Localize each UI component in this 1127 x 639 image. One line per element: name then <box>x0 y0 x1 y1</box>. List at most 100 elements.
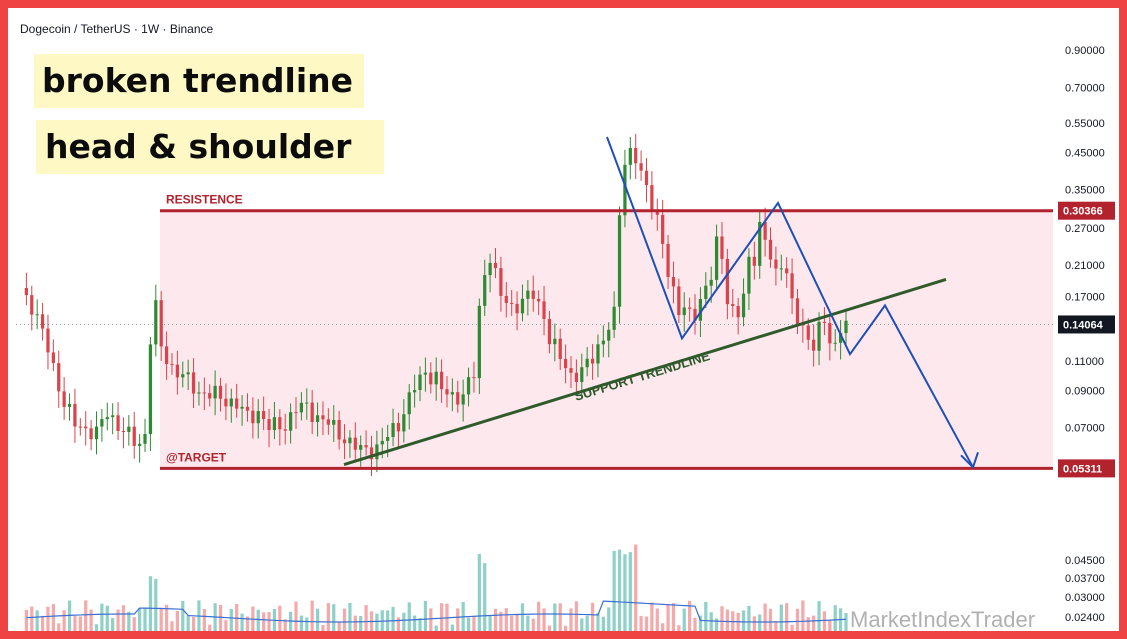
candle-body <box>693 308 697 321</box>
candle-body <box>84 426 88 429</box>
candle <box>364 430 368 456</box>
candle-body <box>758 221 762 266</box>
candle <box>704 272 708 309</box>
volume-bar <box>542 608 546 631</box>
candle <box>828 311 832 361</box>
candle <box>563 344 568 384</box>
volume-bar <box>779 604 783 631</box>
volume-bar <box>202 609 206 631</box>
candle <box>240 395 244 426</box>
candle <box>569 356 573 388</box>
volume-bar <box>526 615 530 631</box>
candle <box>682 292 686 332</box>
candle-body <box>283 429 287 431</box>
candle <box>288 403 293 444</box>
candle-body <box>812 339 816 351</box>
candle <box>164 331 169 380</box>
volume-bar <box>197 600 201 631</box>
candle <box>812 324 816 367</box>
volume-bar <box>51 604 55 631</box>
candle <box>391 408 395 447</box>
volume-bar <box>515 613 519 631</box>
candle-body <box>407 392 411 415</box>
volume-bar <box>806 617 810 631</box>
volume-bar <box>240 613 244 631</box>
candle-body <box>364 445 368 448</box>
candle-body <box>590 358 595 364</box>
candle-body <box>779 268 783 270</box>
volume-bar <box>375 613 379 631</box>
candle-body <box>105 417 109 420</box>
candle-body <box>617 215 622 307</box>
y-tick-label: 0.01950 <box>1065 631 1105 639</box>
volume-bar <box>833 605 837 631</box>
candle <box>218 378 223 412</box>
candle-body <box>795 298 800 324</box>
volume-bar <box>208 624 212 631</box>
badge-head-and-shoulder: head & shoulder <box>36 120 384 174</box>
volume-bar <box>138 608 142 631</box>
volume-bar <box>235 603 239 631</box>
candle <box>817 312 821 366</box>
volume-bar <box>105 605 109 631</box>
candle-body <box>369 447 374 460</box>
candle <box>121 417 126 449</box>
candle-body <box>305 402 309 404</box>
volume-bar <box>67 600 72 631</box>
volume-bar <box>812 615 816 631</box>
candle <box>84 411 88 446</box>
volume-bar <box>553 603 557 631</box>
volume-bar <box>628 552 632 631</box>
volume-bar <box>46 606 50 631</box>
volume-bar <box>94 624 99 631</box>
candle <box>208 384 212 407</box>
candle <box>785 257 789 288</box>
volume-bar <box>256 609 260 631</box>
price-label-target: 0.05311 <box>1058 459 1115 478</box>
candle <box>725 248 729 320</box>
candle-body <box>186 372 190 375</box>
candle <box>731 288 735 318</box>
candle <box>655 198 659 231</box>
chart-canvas: 0.90000 0.70000 0.55000 0.45000 0.35000 0.270… <box>16 45 1115 639</box>
candle-body <box>294 412 298 414</box>
y-tick-label: 0.21000 <box>1065 260 1105 272</box>
candle <box>413 374 417 408</box>
volume-bar <box>100 603 104 631</box>
volume-bar <box>337 622 341 631</box>
candle <box>100 408 104 442</box>
volume-bar <box>682 608 686 631</box>
candle-body <box>342 439 347 444</box>
candle-body <box>35 314 39 316</box>
arrow-head-icon <box>960 451 979 470</box>
candle <box>375 430 379 473</box>
volume-bar <box>677 625 681 631</box>
volume-bar <box>488 615 492 631</box>
candle <box>94 411 99 455</box>
volume-bar <box>24 609 29 631</box>
volume-bar <box>245 616 250 631</box>
candle-body <box>89 428 93 440</box>
candle <box>229 388 233 423</box>
volume-bar <box>267 611 271 631</box>
candle <box>132 411 136 459</box>
candle <box>504 282 508 318</box>
candle-body <box>504 295 508 303</box>
volume-bar <box>369 611 374 631</box>
support-trendline <box>343 278 947 466</box>
candle-body <box>580 367 584 383</box>
candle <box>466 367 471 407</box>
volume-bar <box>558 603 562 631</box>
candle-body <box>682 307 686 316</box>
candle <box>774 246 778 286</box>
candle-body <box>838 333 843 343</box>
volume-bar <box>170 621 174 631</box>
candle <box>526 280 530 316</box>
symbol-title: Dogecoin / TetherUS · 1W · Binance <box>20 22 214 36</box>
candle-body <box>499 268 503 296</box>
volume-bar <box>321 625 325 631</box>
volume-bar <box>127 611 131 631</box>
volume-bar <box>84 600 88 631</box>
candle <box>736 298 740 335</box>
candle-body <box>477 305 481 379</box>
